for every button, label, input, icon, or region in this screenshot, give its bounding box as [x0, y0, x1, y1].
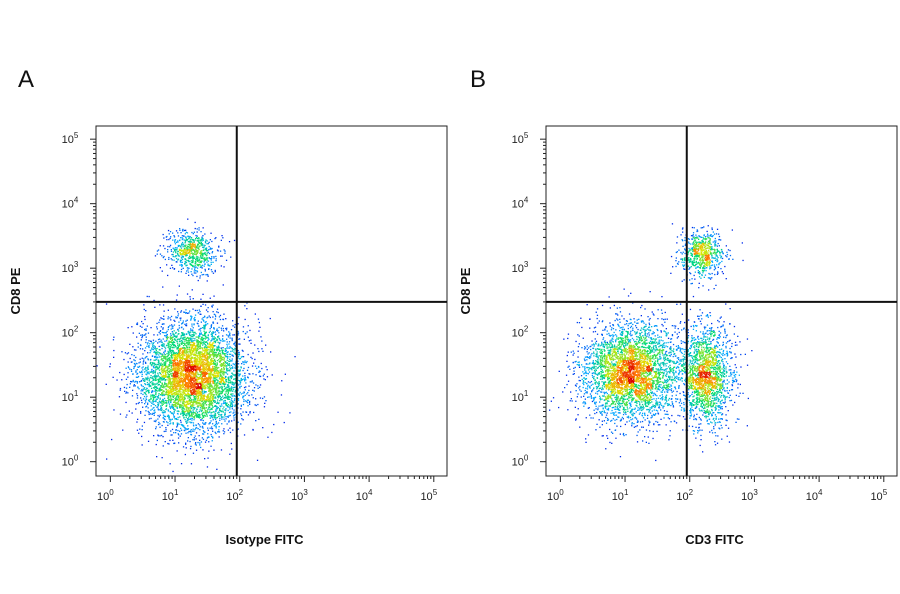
panel-label-a: A [18, 66, 35, 93]
x-tick-label: 102 [226, 488, 243, 503]
x-axis-title: CD3 FITC [685, 532, 744, 547]
y-axis-title: CD8 PE [458, 267, 473, 314]
event-dots [96, 218, 296, 473]
x-tick-label: 102 [676, 488, 693, 503]
y-tick-label: 100 [512, 454, 529, 469]
y-tick-label: 100 [62, 454, 79, 469]
y-tick-label: 103 [62, 260, 79, 275]
x-tick-label: 101 [612, 488, 629, 503]
y-tick-label: 101 [62, 389, 79, 404]
x-tick-label: 105 [870, 488, 887, 503]
plot-panel-b: 100 101 102 103 104 105 100 101 102 103 104 105 CD3 … [458, 125, 898, 547]
y-tick-label: 103 [512, 260, 529, 275]
y-tick-label: 104 [512, 196, 529, 211]
event-dots [549, 223, 753, 462]
x-axis-title: Isotype FITC [225, 532, 304, 547]
x-tick-label: 105 [420, 488, 437, 503]
panel-label-b: B [470, 66, 487, 93]
y-tick-label: 104 [62, 196, 79, 211]
x-tick-label: 104 [356, 488, 373, 503]
x-tick-label: 103 [291, 488, 308, 503]
x-tick-label: 104 [806, 488, 823, 503]
plot-panel-a: 100 101 102 103 104 105 100 101 102 103 104 105 Isot… [8, 125, 448, 547]
y-tick-label: 101 [512, 389, 529, 404]
x-tick-label: 100 [97, 488, 114, 503]
x-tick-label: 101 [162, 488, 179, 503]
y-tick-label: 102 [62, 325, 79, 340]
x-tick-label: 100 [547, 488, 564, 503]
x-tick-label: 103 [741, 488, 758, 503]
y-tick-label: 102 [512, 325, 529, 340]
y-tick-label: 105 [62, 131, 79, 146]
axis-ticks [540, 138, 885, 482]
axis-ticks [90, 138, 435, 482]
y-axis-title: CD8 PE [8, 267, 23, 314]
y-tick-label: 105 [512, 131, 529, 146]
